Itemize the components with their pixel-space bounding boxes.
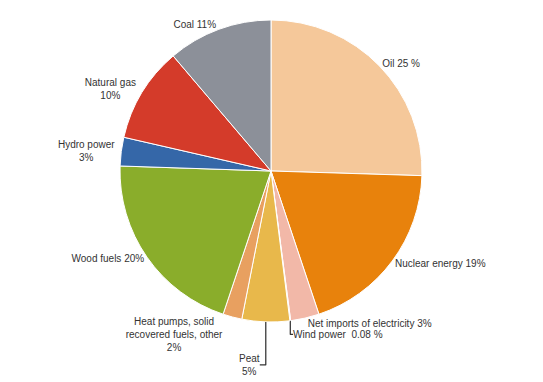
svg-text:Coal 11%: Coal 11% <box>173 19 216 30</box>
svg-text:Heat pumps, solidrecovered fue: Heat pumps, solidrecovered fuels, other2… <box>126 316 223 353</box>
svg-text:Hydro power3%: Hydro power3% <box>58 139 115 163</box>
svg-text:Oil 25 %: Oil 25 % <box>382 58 420 69</box>
svg-text:Wind power 0.08 %: Wind power 0.08 % <box>293 329 383 340</box>
svg-text:Net imports of electricity 3%: Net imports of electricity 3% <box>308 318 432 329</box>
svg-text:Peat5%: Peat5% <box>239 353 260 377</box>
svg-text:Natural gas10%: Natural gas10% <box>85 77 136 101</box>
svg-text:Nuclear energy 19%: Nuclear energy 19% <box>395 258 486 269</box>
svg-text:Wood fuels 20%: Wood fuels 20% <box>72 253 145 264</box>
